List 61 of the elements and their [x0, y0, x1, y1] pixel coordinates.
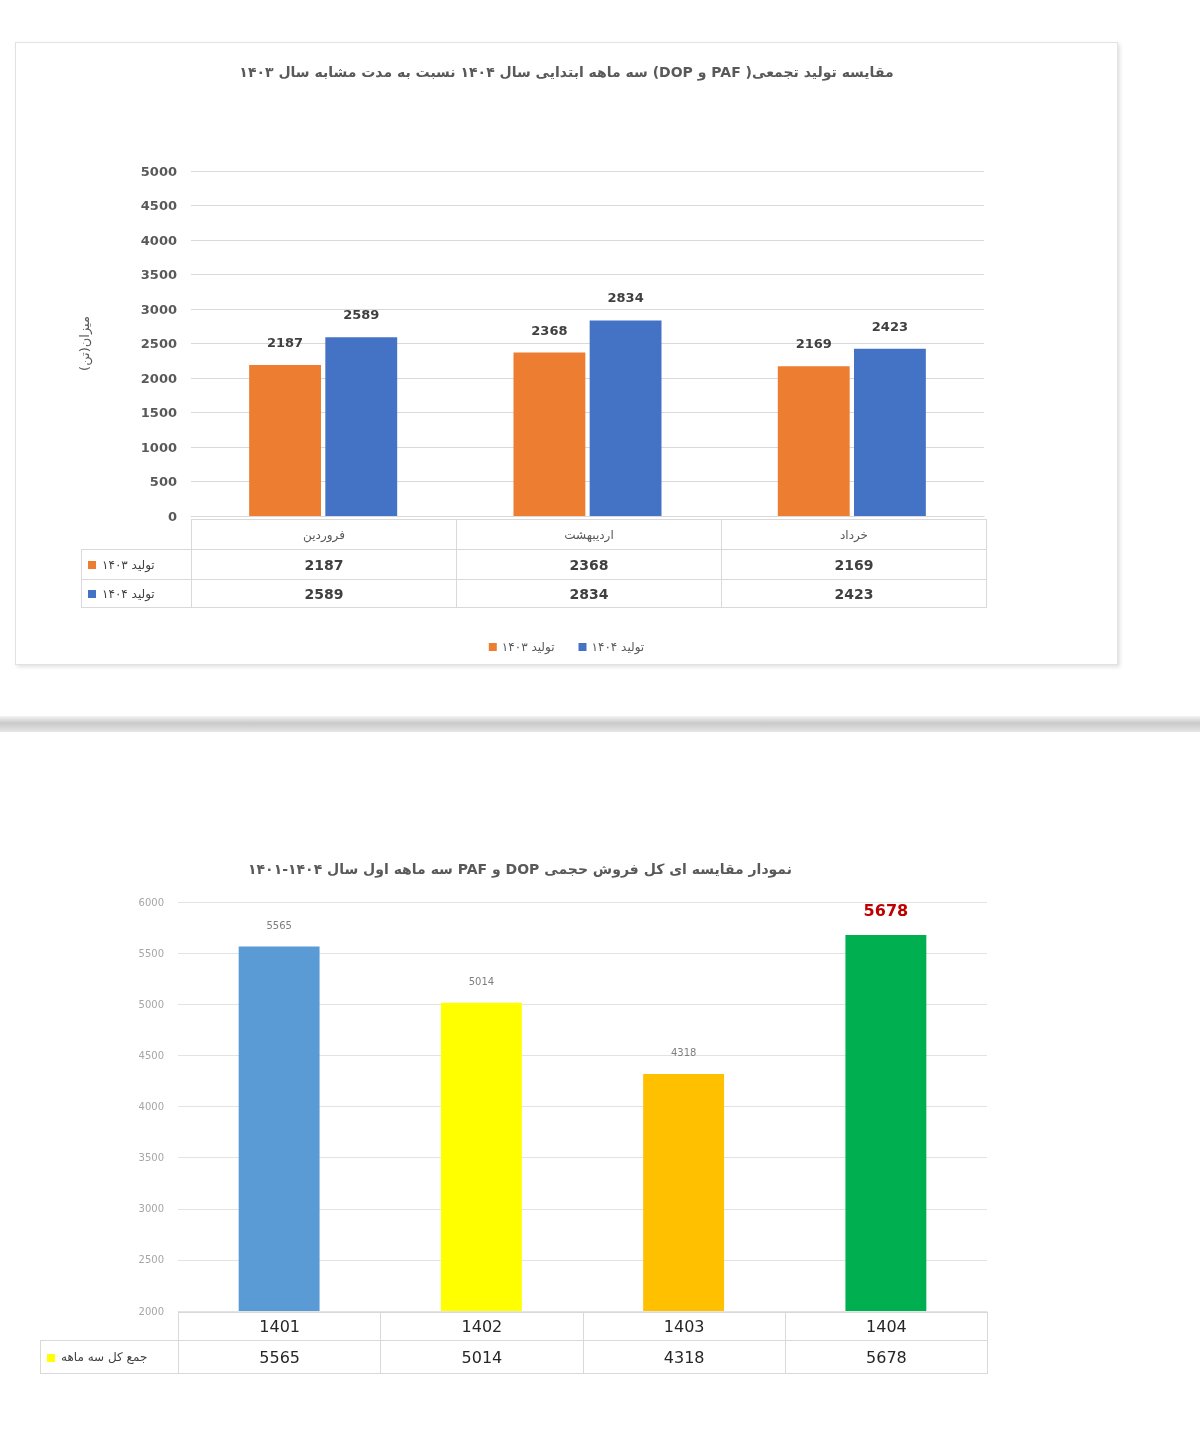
text: تولید ۱۴۰۴ [102, 586, 155, 601]
annotation: 2423 [871, 318, 909, 334]
chart-title: مقایسه تولید تجمعی( PAF و DOP) سه ماهه ابتدایی سال ۱۴۰۴ نسبت به مدت مشابه سال ۱۴۰۳ [238, 64, 895, 80]
y-tick-label: 5500 [138, 947, 164, 959]
annotation: 5014 [468, 976, 495, 988]
data-label: 2169 [721, 549, 987, 580]
data-label: 2589 [191, 579, 457, 608]
y-tick-label: 5000 [138, 998, 164, 1010]
x-tick-label: 1402 [380, 1312, 583, 1341]
y-tick-label: 0 [167, 508, 177, 524]
y-tick-label: 3500 [138, 1152, 164, 1164]
chart-title: نمودار مقایسه ای کل فروش حجمی DOP و PAF سه ماهه اول سال ۱۴۰۴-۱۴۰۱ [247, 861, 793, 877]
y-tick-label: 2000 [138, 1305, 164, 1317]
data-label: 2423 [721, 579, 987, 608]
text: تولید ۱۴۰۳ [501, 640, 555, 654]
annotation: 2589 [343, 307, 380, 323]
y-tick-label: 5000 [140, 163, 177, 179]
y-tick-label: 1500 [140, 405, 177, 420]
bar [589, 320, 662, 516]
data-label: 2834 [456, 579, 722, 608]
data-label: 2187 [191, 549, 457, 580]
y-tick-label: 4500 [138, 1049, 164, 1061]
y-tick-label: 6000 [138, 896, 164, 908]
annotation: 2169 [795, 336, 832, 352]
y-tick-label: 500 [149, 474, 177, 489]
y-tick-label: 4000 [138, 1101, 164, 1112]
data-label: 5565 [178, 1340, 381, 1374]
data-label: 2368 [456, 549, 722, 580]
y-tick-label: 3000 [138, 1203, 164, 1215]
x-tick-label: 1401 [178, 1312, 381, 1341]
y-tick-label: 4000 [140, 232, 177, 248]
y-tick-label: 1000 [140, 439, 177, 455]
annotation: 5678 [863, 901, 909, 921]
y-tick-label: 3000 [140, 301, 177, 317]
bar [249, 365, 322, 516]
x-tick-label: خرداد [721, 519, 987, 550]
bar [777, 366, 850, 516]
y-tick-label: 4500 [140, 198, 177, 213]
bar [513, 352, 586, 516]
y-tick-label: 2500 [138, 1254, 164, 1266]
data-label: 5014 [380, 1340, 583, 1374]
y-axis-title: میزان(تن) [77, 316, 93, 371]
annotation: 4318 [670, 1047, 697, 1059]
x-tick-label: فروردین [191, 519, 457, 550]
y-tick-label: 2000 [140, 370, 177, 386]
legend-label: تولید ۱۴۰۳ [102, 557, 155, 572]
annotation: 2368 [531, 322, 568, 338]
bar [853, 348, 926, 516]
data-label: 5678 [785, 1340, 988, 1374]
data-label: 4318 [583, 1340, 786, 1374]
y-tick-label: 2500 [140, 336, 177, 351]
legend-label: تولید ۱۴۰۴ [591, 640, 645, 655]
legend-label: جمع کل سه ماهه [61, 1350, 148, 1364]
y-tick-label: 3500 [140, 267, 177, 282]
x-tick-label: 1404 [785, 1312, 988, 1341]
x-tick-label: 1403 [583, 1312, 786, 1341]
annotation: 2187 [266, 335, 304, 351]
x-tick-label: اردیبهشت [456, 519, 722, 550]
annotation: 5565 [266, 919, 292, 931]
annotation: 2834 [607, 290, 644, 306]
bar [325, 337, 398, 516]
